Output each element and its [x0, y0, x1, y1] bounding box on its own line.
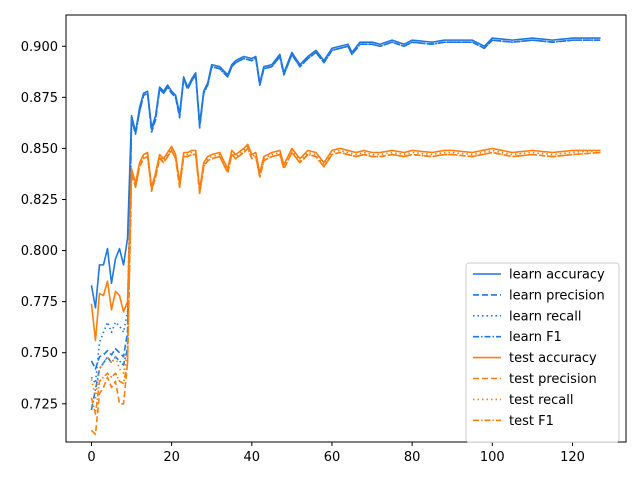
x-tick-label: 100 — [480, 450, 505, 465]
y-tick-label: 0.725 — [21, 397, 58, 412]
series-line-test-f1 — [90, 147, 601, 415]
legend-box — [465, 262, 620, 443]
y-tick-label: 0.825 — [21, 193, 58, 208]
x-tick-label: 60 — [324, 450, 341, 465]
legend-label: learn accuracy — [509, 268, 605, 283]
legend-label: test accuracy — [509, 351, 597, 366]
x-tick-label: 80 — [404, 450, 421, 465]
legend-label: test F1 — [509, 414, 554, 429]
legend-label: learn precision — [509, 288, 605, 303]
legend: learn accuracy learn precision learn recal… — [465, 262, 620, 443]
x-tick-label: 120 — [560, 450, 585, 465]
series-line-test-precision — [90, 147, 601, 436]
legend-label: test recall — [509, 393, 574, 408]
x-tick-label: 0 — [87, 450, 95, 465]
y-tick-label: 0.775 — [21, 295, 58, 310]
x-axis: 0 20 40 60 80 100 120 — [87, 442, 585, 465]
legend-label: learn recall — [509, 309, 581, 324]
y-tick-label: 0.750 — [21, 346, 58, 361]
x-tick-label: 40 — [244, 450, 261, 465]
series-line-learn-f1 — [90, 39, 601, 411]
legend-label: learn F1 — [509, 330, 562, 345]
series-line-test-recall — [90, 145, 601, 399]
y-tick-label: 0.875 — [21, 91, 58, 106]
y-tick-label: 0.900 — [21, 40, 58, 55]
y-tick-label: 0.850 — [21, 142, 58, 157]
legend-label: test precision — [509, 372, 597, 387]
axes-frame — [65, 14, 627, 443]
plot-lines — [90, 37, 601, 436]
x-tick-label: 20 — [163, 450, 180, 465]
y-tick-label: 0.800 — [21, 244, 58, 259]
y-axis: 0.725 0.750 0.775 0.800 0.825 0.850 0.875 0.900 — [21, 40, 66, 412]
